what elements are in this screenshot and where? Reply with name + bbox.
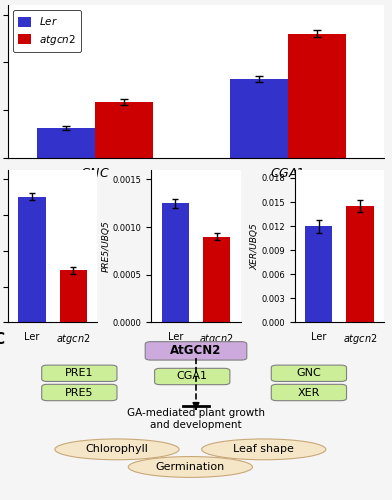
Text: PRE1: PRE1 [65,368,94,378]
Text: Chlorophyll: Chlorophyll [85,444,149,454]
FancyBboxPatch shape [271,384,347,400]
Text: XER: XER [298,388,320,398]
Text: C: C [0,332,4,346]
Bar [203,236,230,322]
Legend: $\it{Ler}$, $\it{atgcn2}$: $\it{Ler}$, $\it{atgcn2}$ [13,10,81,52]
Text: Leaf shape: Leaf shape [233,444,294,454]
Bar [18,197,46,322]
Bar [60,270,87,322]
FancyBboxPatch shape [271,365,347,382]
Bar [288,34,346,158]
FancyBboxPatch shape [145,342,247,360]
Y-axis label: XER/UBQ5: XER/UBQ5 [251,223,260,270]
Bar [230,80,288,158]
Text: CGA1: CGA1 [177,372,208,382]
Bar [305,226,332,322]
Bar [37,128,95,158]
Y-axis label: PRE5/UBQ5: PRE5/UBQ5 [102,220,111,272]
Ellipse shape [55,439,179,460]
Bar [346,206,374,322]
Text: GA-mediated plant growth
and development: GA-mediated plant growth and development [127,408,265,430]
Text: GNC: GNC [296,368,321,378]
Ellipse shape [201,439,326,460]
Ellipse shape [128,456,252,477]
Bar [162,204,189,322]
FancyBboxPatch shape [42,365,117,382]
Text: AtGCN2: AtGCN2 [170,344,222,358]
Text: PRE5: PRE5 [65,388,94,398]
Bar [95,102,152,158]
Text: Germination: Germination [156,462,225,472]
FancyBboxPatch shape [154,368,230,384]
FancyBboxPatch shape [42,384,117,400]
